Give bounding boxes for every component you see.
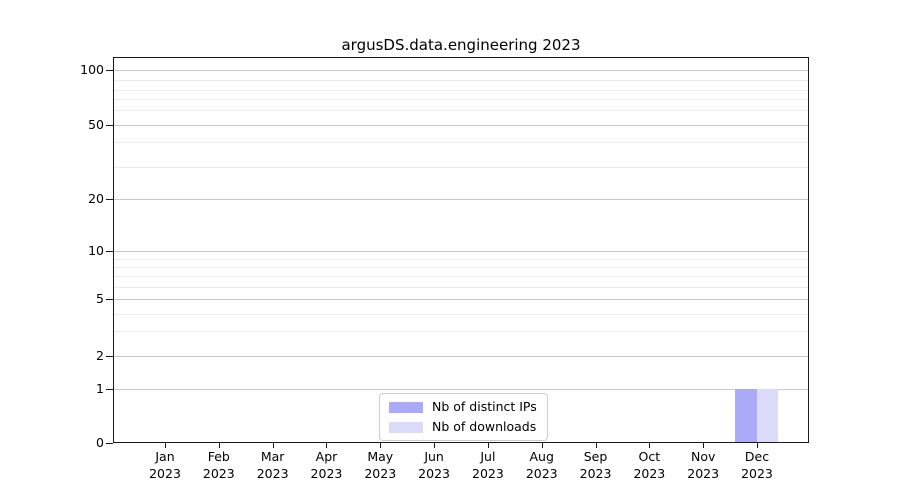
- legend-swatch-downloads-icon: [389, 421, 423, 433]
- legend-label-downloads: Nb of downloads: [432, 419, 537, 434]
- y-gridline-major: [114, 299, 808, 300]
- x-tick-label: Jan 2023: [149, 449, 181, 481]
- y-tick-label: 20: [88, 191, 104, 206]
- bar-nb-of-downloads: [756, 388, 779, 442]
- x-tick-mark: [487, 443, 489, 448]
- legend-item-distinct-ips: Nb of distinct IPs: [389, 400, 537, 414]
- x-tick-label: Mar 2023: [256, 449, 289, 481]
- y-gridline-minor: [114, 99, 808, 100]
- x-tick-mark: [326, 443, 328, 448]
- y-gridline-minor: [114, 314, 808, 315]
- y-gridline-minor: [114, 276, 808, 277]
- chart-title: argusDS.data.engineering 2023: [341, 36, 581, 54]
- x-tick-mark: [649, 443, 651, 448]
- x-tick-label: Dec 2023: [741, 449, 773, 481]
- bar-nb-of-distinct-ips: [735, 388, 757, 442]
- y-tick-label: 50: [88, 117, 104, 132]
- y-gridline-minor: [114, 167, 808, 168]
- legend-label-distinct-ips: Nb of distinct IPs: [432, 399, 537, 414]
- y-tick-mark: [106, 125, 113, 126]
- y-gridline-minor: [114, 142, 808, 143]
- x-tick-mark: [218, 443, 220, 448]
- x-tick-label: Aug 2023: [525, 449, 558, 481]
- y-gridline-minor: [114, 110, 808, 111]
- y-gridline-minor: [114, 90, 808, 91]
- y-gridline-major: [114, 356, 808, 357]
- y-tick-mark: [106, 199, 113, 200]
- y-gridline-minor: [114, 259, 808, 260]
- y-tick-mark: [106, 443, 113, 444]
- y-gridline-major: [114, 125, 808, 126]
- legend-item-downloads: Nb of downloads: [389, 420, 537, 434]
- x-tick-label: May 2023: [364, 449, 397, 481]
- y-tick-label: 5: [96, 291, 104, 306]
- y-gridline-minor: [114, 331, 808, 332]
- x-tick-label: Jul 2023: [472, 449, 504, 481]
- x-tick-mark: [595, 443, 597, 448]
- x-tick-label: Oct 2023: [633, 449, 666, 481]
- y-tick-mark: [106, 251, 113, 252]
- x-tick-mark: [272, 443, 274, 448]
- x-tick-label: Sep 2023: [579, 449, 612, 481]
- y-tick-label: 100: [80, 62, 104, 77]
- y-tick-mark: [106, 356, 113, 357]
- y-tick-mark: [106, 70, 113, 71]
- y-tick-mark: [106, 299, 113, 300]
- x-tick-label: Feb 2023: [202, 449, 235, 481]
- y-gridline-major: [114, 199, 808, 200]
- y-tick-mark: [106, 388, 113, 390]
- legend: Nb of distinct IPs Nb of downloads: [379, 393, 548, 441]
- x-tick-mark: [541, 443, 543, 448]
- y-tick-label: 0: [96, 435, 104, 450]
- y-gridline-minor: [114, 287, 808, 288]
- x-tick-label: Nov 2023: [687, 449, 720, 481]
- x-tick-mark: [165, 443, 166, 448]
- y-gridline-minor: [114, 80, 808, 81]
- legend-swatch-distinct-ips-icon: [389, 401, 423, 413]
- x-tick-mark: [703, 443, 705, 448]
- y-gridline-major: [114, 70, 808, 71]
- x-tick-mark: [380, 443, 382, 448]
- y-tick-label: 1: [96, 380, 104, 396]
- y-tick-label: 2: [96, 348, 104, 363]
- y-tick-label: 10: [88, 243, 104, 258]
- y-gridline-major: [114, 251, 808, 252]
- x-tick-label: Jun 2023: [418, 449, 450, 481]
- x-tick-mark: [756, 443, 758, 448]
- x-tick-mark: [434, 443, 436, 448]
- plot-area: Nb of distinct IPs Nb of downloads: [113, 57, 809, 443]
- x-tick-label: Apr 2023: [310, 449, 343, 481]
- y-gridline-major: [114, 388, 808, 390]
- y-gridline-minor: [114, 267, 808, 268]
